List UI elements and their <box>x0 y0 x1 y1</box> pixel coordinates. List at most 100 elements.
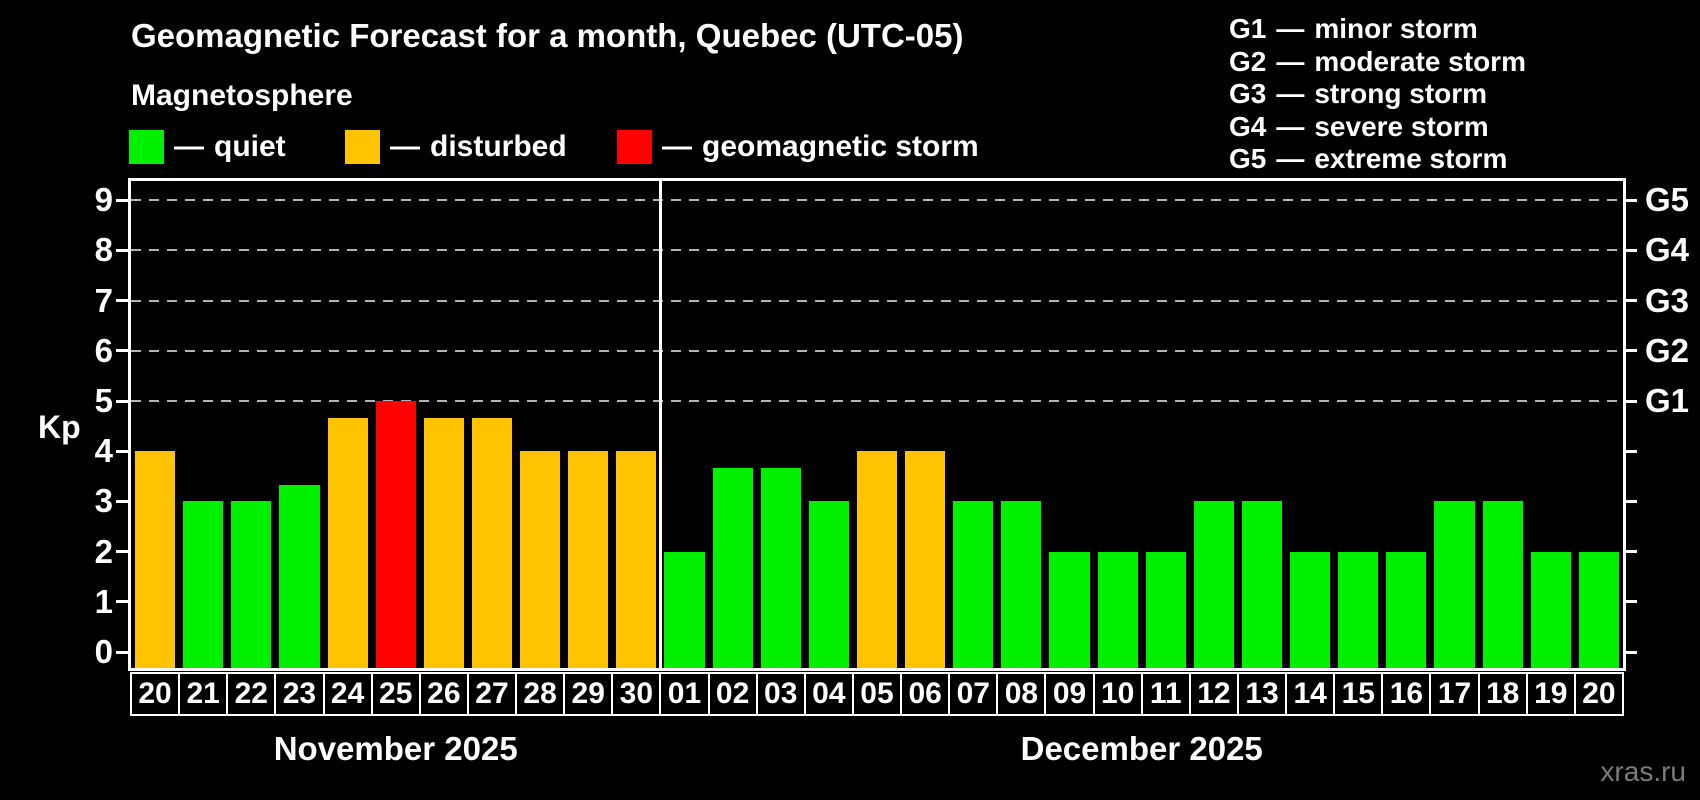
bar-november-2025-24 <box>327 417 368 668</box>
bar-november-2025-20 <box>135 451 176 668</box>
day-label-december-2025-11: 11 <box>1140 672 1191 716</box>
gridline-kp6 <box>131 349 1623 352</box>
y-axis-tick-left-2 <box>116 550 130 554</box>
day-label-november-2025-21: 21 <box>178 672 229 716</box>
y-axis-tick-left-5 <box>116 399 130 403</box>
day-label-november-2025-20: 20 <box>130 672 181 716</box>
g-dash: — <box>1276 143 1305 175</box>
bar-december-2025-04 <box>808 501 849 668</box>
day-label-december-2025-19: 19 <box>1525 672 1576 716</box>
y-axis-tick-label-1: 1 <box>94 582 113 620</box>
g-code: G3 <box>1229 78 1267 110</box>
legend-label-quiet: quiet <box>214 130 286 163</box>
day-label-november-2025-28: 28 <box>515 672 566 716</box>
g-desc: minor storm <box>1314 13 1478 45</box>
y-axis-tick-left-4 <box>116 449 130 453</box>
g-scale-axis-label-g2: G2 <box>1645 331 1690 369</box>
storm-color-swatch <box>617 130 652 164</box>
month-divider <box>658 181 662 668</box>
bar-december-2025-18 <box>1482 501 1523 668</box>
bar-december-2025-20 <box>1578 551 1619 668</box>
g-scale-legend: G1 — minor storm G2 — moderate storm G3 — strong… <box>1229 13 1526 176</box>
g-scale-legend-row-g2: G2 — moderate storm <box>1229 46 1526 79</box>
bar-november-2025-23 <box>279 484 320 668</box>
gridline-kp7 <box>131 299 1623 302</box>
y-axis-tick-left-7 <box>116 299 130 303</box>
bar-december-2025-16 <box>1386 551 1427 668</box>
month-label-december-2025: December 2025 <box>1020 730 1263 767</box>
y-axis-tick-right-1 <box>1623 600 1637 604</box>
day-label-december-2025-05: 05 <box>851 672 903 716</box>
day-label-november-2025-26: 26 <box>418 672 469 716</box>
y-axis-tick-label-0: 0 <box>94 633 113 670</box>
y-axis-tick-right-8 <box>1623 248 1637 252</box>
g-dash: — <box>1276 78 1305 110</box>
y-axis-tick-right-7 <box>1623 299 1637 303</box>
day-label-december-2025-15: 15 <box>1333 672 1384 716</box>
g-scale-axis-label-g4: G4 <box>1645 231 1690 269</box>
g-desc: moderate storm <box>1314 45 1526 77</box>
g-scale-legend-row-g3: G3 — strong storm <box>1229 78 1526 111</box>
g-code: G5 <box>1229 143 1267 175</box>
bar-december-2025-14 <box>1290 551 1331 668</box>
g-desc: extreme storm <box>1314 143 1508 175</box>
month-label-november-2025: November 2025 <box>273 730 518 767</box>
day-label-december-2025-08: 08 <box>996 672 1047 716</box>
g-scale-legend-row-g1: G1 — minor storm <box>1229 13 1526 46</box>
y-axis-tick-right-4 <box>1623 449 1637 453</box>
legend-item-disturbed: — disturbed <box>345 130 567 164</box>
plot-border <box>128 178 1626 671</box>
g-scale-axis-label-g3: G3 <box>1645 281 1690 319</box>
y-axis-tick-label-3: 3 <box>94 482 113 520</box>
day-label-december-2025-01: 01 <box>659 672 710 716</box>
day-label-december-2025-02: 02 <box>707 672 758 716</box>
bar-november-2025-29 <box>568 451 609 668</box>
g-dash: — <box>1276 45 1305 77</box>
g-dash: — <box>1276 110 1305 142</box>
y-axis-tick-right-0 <box>1623 650 1637 654</box>
g-desc: strong storm <box>1314 78 1488 110</box>
g-scale-legend-row-g5: G5 — extreme storm <box>1229 143 1526 176</box>
y-axis-tick-label-6: 6 <box>94 331 113 369</box>
day-label-november-2025-30: 30 <box>611 672 662 716</box>
chart-subtitle: Magnetosphere <box>131 79 353 112</box>
day-label-december-2025-12: 12 <box>1188 672 1239 716</box>
g-code: G2 <box>1229 45 1267 77</box>
day-label-december-2025-09: 09 <box>1044 672 1095 716</box>
gridline-kp9 <box>131 199 1623 202</box>
bar-november-2025-30 <box>616 451 657 668</box>
y-axis-tick-left-9 <box>116 198 130 202</box>
day-label-november-2025-22: 22 <box>226 672 277 716</box>
bar-december-2025-07 <box>953 501 994 668</box>
legend-label-disturbed: disturbed <box>430 130 567 163</box>
y-axis-tick-left-6 <box>116 349 130 353</box>
legend-item-storm: — geomagnetic storm <box>617 130 979 164</box>
bar-november-2025-27 <box>471 417 513 668</box>
g-code: G1 <box>1229 13 1267 45</box>
g-dash: — <box>1276 13 1305 45</box>
day-label-december-2025-07: 07 <box>948 672 999 716</box>
day-label-december-2025-03: 03 <box>755 672 806 716</box>
day-label-december-2025-16: 16 <box>1381 672 1432 716</box>
bar-december-2025-09 <box>1049 551 1090 668</box>
bar-december-2025-19 <box>1530 551 1571 668</box>
bar-december-2025-08 <box>1001 501 1042 668</box>
day-label-november-2025-25: 25 <box>370 672 421 716</box>
day-label-november-2025-27: 27 <box>466 672 518 716</box>
y-axis-tick-label-8: 8 <box>94 231 113 269</box>
bar-december-2025-03 <box>760 467 801 668</box>
bar-december-2025-10 <box>1097 551 1138 668</box>
bar-november-2025-21 <box>183 501 224 668</box>
bar-november-2025-22 <box>231 501 272 668</box>
bar-december-2025-12 <box>1193 501 1234 668</box>
day-label-december-2025-13: 13 <box>1236 672 1288 716</box>
y-axis-tick-label-9: 9 <box>94 181 113 219</box>
bar-december-2025-01 <box>664 551 705 668</box>
bar-november-2025-28 <box>520 451 561 668</box>
legend-dash: — <box>390 130 420 163</box>
g-desc: severe storm <box>1314 110 1489 142</box>
bar-december-2025-06 <box>905 451 946 668</box>
g-code: G4 <box>1229 110 1267 142</box>
y-axis-tick-label-5: 5 <box>94 382 113 419</box>
y-axis-tick-right-9 <box>1623 198 1637 202</box>
